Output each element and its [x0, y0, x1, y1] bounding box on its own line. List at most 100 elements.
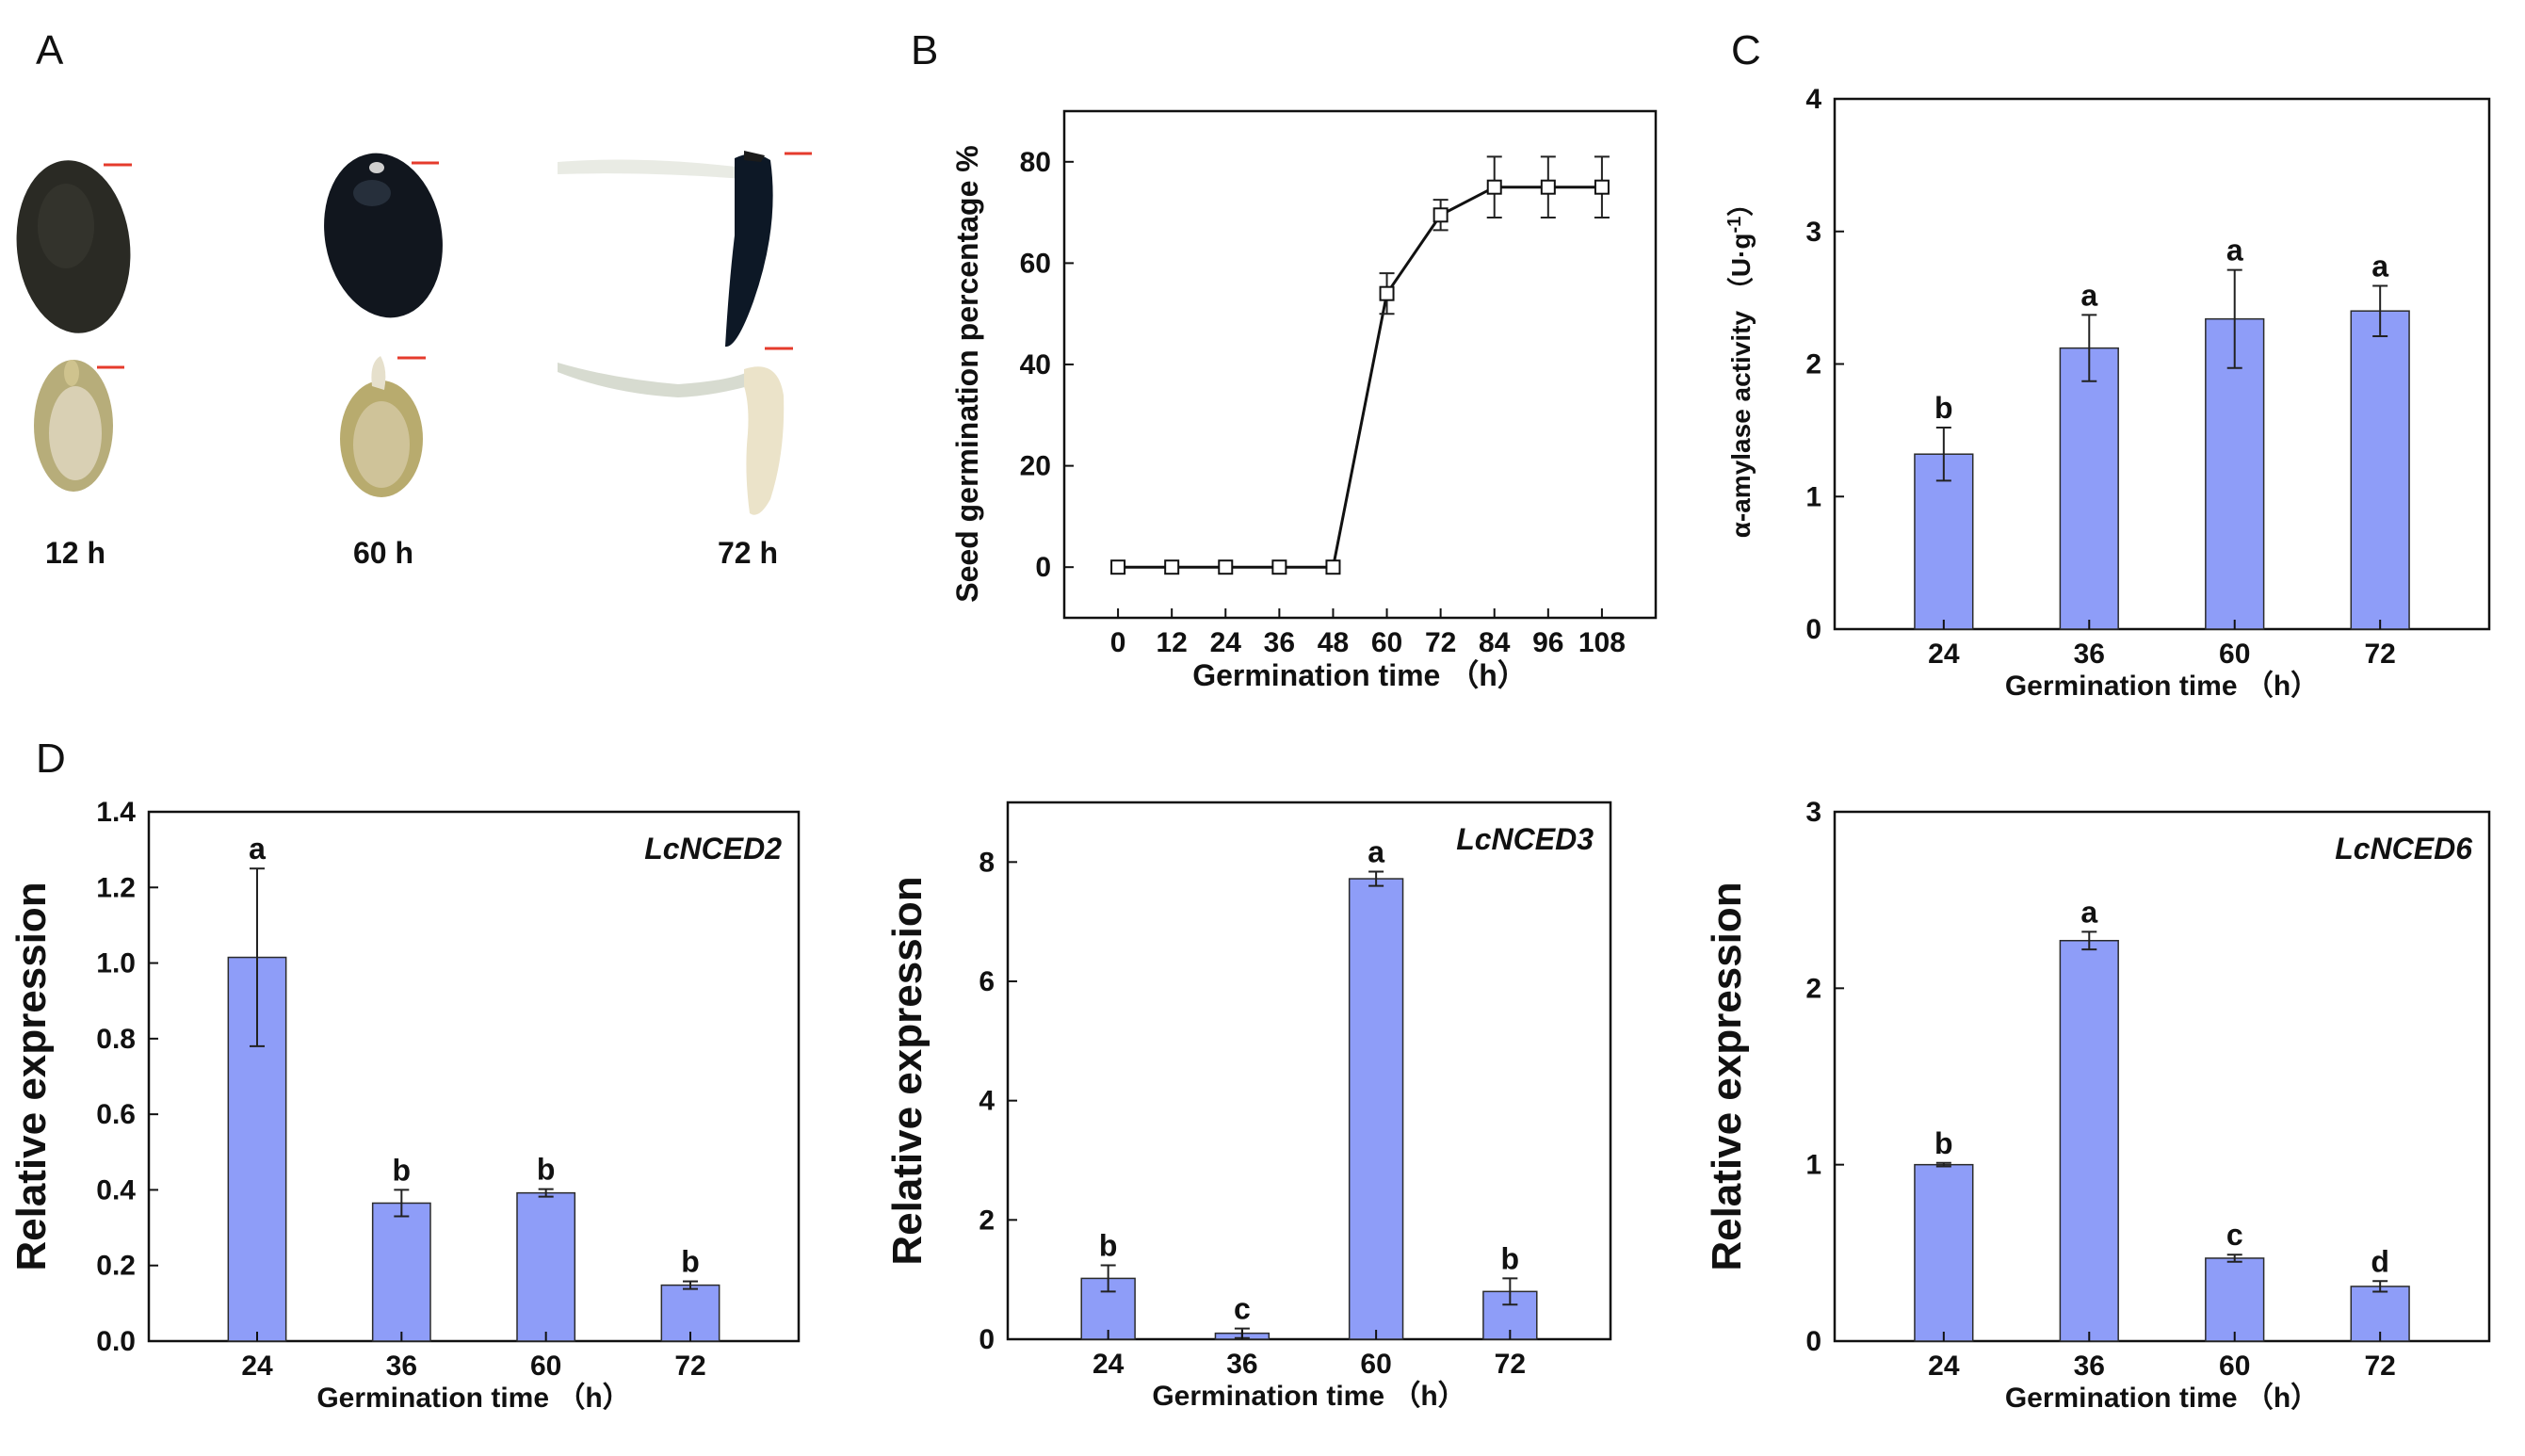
significance-letter: a [2371, 249, 2388, 283]
y-ytick-label: 2 [1805, 973, 1821, 1004]
significance-letter: a [2080, 895, 2097, 929]
data-point [1594, 179, 1610, 195]
data-point [1325, 559, 1341, 575]
panel-letter-b: B [911, 27, 938, 73]
bar-36h [2059, 940, 2119, 1342]
time-label-60h: 60 h [353, 536, 413, 570]
x-axis-title: Germination time （h） [1192, 658, 1528, 692]
significance-letter: b [1099, 1228, 1118, 1262]
y-ytick-label: 2 [979, 1205, 995, 1236]
data-point [1432, 207, 1449, 223]
amylase-activity-chart: b 24 a 36 a 60 a 72 0 1 2 3 4 Germination time （h） α-a… [1724, 84, 2491, 702]
xtick-label: 48 [1318, 627, 1349, 658]
y-ytick-label: 1.2 [96, 872, 136, 903]
x-axis-title: Germination time （h） [316, 1382, 630, 1414]
significance-letter: b [681, 1245, 700, 1279]
time-label-72h: 72 h [718, 536, 778, 570]
significance-letter: b [1934, 1126, 1953, 1160]
significance-letter: a [2226, 234, 2243, 267]
significance-letter: b [393, 1153, 412, 1187]
ytick-label: 40 [1020, 349, 1051, 380]
significance-letter: b [1501, 1241, 1520, 1275]
y-axis-title: Relative expression [884, 876, 931, 1265]
y-axis-title: Relative expression [8, 882, 55, 1270]
ytick-label: 0 [1035, 552, 1051, 583]
y-ytick-label: 1.0 [96, 948, 136, 979]
seed-image-12h-coat [16, 160, 131, 333]
y-ytick-label: 0 [1805, 1326, 1821, 1357]
seed-image-72h-embryo [558, 363, 785, 515]
bar-60h [1348, 878, 1404, 1340]
xtick-label: 60 [530, 1351, 561, 1382]
xtick-label: 60 [1360, 1349, 1391, 1380]
y-axis-title: α-amylase activity （U·g-1） [1724, 190, 1756, 539]
data-point [1110, 559, 1126, 575]
y-ytick-label: 8 [979, 847, 995, 878]
xtick-label: 24 [1093, 1349, 1125, 1380]
y-axis-title: Relative expression [1704, 882, 1750, 1270]
data-point [1486, 179, 1502, 195]
significance-letter: d [2371, 1244, 2389, 1278]
xtick-label: 24 [1210, 627, 1242, 658]
y-ytick-label: 4 [979, 1086, 995, 1117]
y-ytick-label: 4 [1805, 84, 1821, 115]
plot-frame [147, 810, 801, 1343]
significance-letter: a [249, 832, 266, 866]
y-ytick-label: 0.8 [96, 1024, 136, 1055]
bar-72h [2350, 310, 2410, 630]
xtick-label: 60 [2219, 639, 2250, 670]
data-point [1540, 179, 1556, 195]
xtick-label: 84 [1479, 627, 1511, 658]
xtick-label: 72 [674, 1351, 705, 1382]
xtick-label: 72 [1495, 1349, 1526, 1380]
y-ytick-label: 0.6 [96, 1099, 136, 1130]
x-axis-title: Germination time （h） [2005, 1382, 2319, 1414]
panel-letter-d: D [36, 736, 66, 782]
xtick-label: 24 [241, 1351, 273, 1382]
ytick-label: 80 [1020, 147, 1051, 178]
bar-60h [2205, 1257, 2265, 1342]
y-ytick-label: 0.4 [96, 1174, 136, 1205]
time-label-12h: 12 h [45, 536, 105, 570]
bar-36h [2059, 347, 2119, 630]
significance-letter: a [2080, 278, 2097, 312]
x-axis-title: Germination time （h） [1152, 1380, 1465, 1412]
y-ytick-label: 1 [1805, 481, 1821, 512]
panel-letter-a: A [36, 27, 64, 73]
gene-label: LcNCED3 [1456, 822, 1594, 856]
plot-frame [1833, 810, 2491, 1343]
y-axis-title: Seed germination percentage % [950, 145, 984, 602]
xtick-label: 24 [1928, 639, 1960, 670]
bar-60h [516, 1191, 576, 1342]
significance-letter: b [1934, 391, 1953, 425]
significance-letter: c [1234, 1292, 1251, 1326]
bar-36h [371, 1202, 431, 1342]
significance-letter: b [537, 1153, 556, 1187]
germination-series-line [1118, 186, 1602, 569]
lcnced2-expression-chart: a 24 b 36 b 60 b 72 0.0 0.2 0.4 0.6 0.8 1.0 1.2 1.4 Germ… [8, 797, 801, 1414]
seed-image-60h-embryo [340, 356, 423, 497]
bar-24h [1914, 453, 1974, 630]
gene-label: LcNCED6 [2335, 832, 2472, 866]
y-ytick-label: 0 [979, 1324, 995, 1355]
xtick-label: 60 [2219, 1351, 2250, 1382]
lcnced6-expression-chart: b 24 a 36 c 60 d 72 0 1 2 3 Germination time （h） LcNC… [1704, 797, 2491, 1414]
plot-frame [1006, 801, 1612, 1341]
ytick-label: 20 [1020, 451, 1051, 482]
panel-letter-c: C [1731, 27, 1761, 73]
data-point [1164, 559, 1180, 575]
xtick-label: 36 [1226, 1349, 1257, 1380]
x-axis-title: Germination time （h） [2005, 670, 2319, 702]
y-ytick-label: 0 [1805, 614, 1821, 645]
seed-photos: 12 h 60 h 72 h [16, 151, 812, 570]
xtick-label: 72 [2364, 1351, 2395, 1382]
ytick-label: 60 [1020, 248, 1051, 279]
y-ytick-label: 6 [979, 966, 995, 997]
data-point [1379, 285, 1395, 301]
xtick-label: 36 [386, 1351, 417, 1382]
y-ytick-label: 1.4 [96, 797, 136, 828]
xtick-label: 72 [2364, 639, 2395, 670]
germination-percentage-chart: 0 12 24 36 48 60 72 84 96 108 0 20 40 60 80 Germination… [950, 109, 1658, 692]
